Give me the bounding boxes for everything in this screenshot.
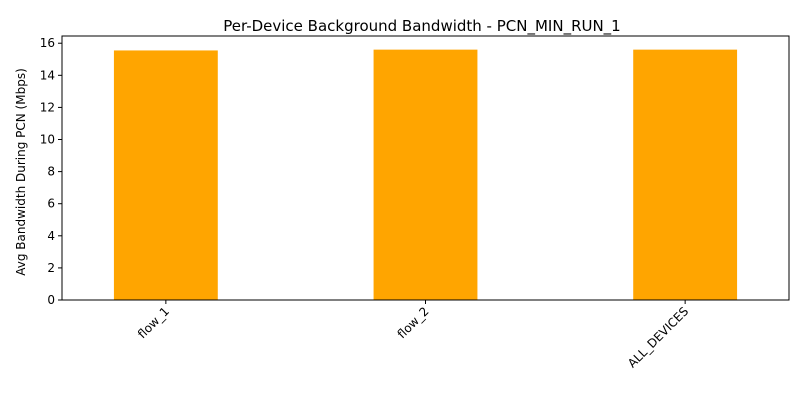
y-tick-label: 16 (40, 36, 55, 50)
chart-title: Per-Device Background Bandwidth - PCN_MI… (223, 17, 620, 36)
y-tick-label: 12 (40, 100, 55, 114)
y-tick-label: 6 (47, 197, 55, 211)
bars-group (113, 49, 738, 300)
y-tick-label: 4 (47, 229, 55, 243)
x-tick-label: ALL_DEVICES (625, 304, 691, 370)
y-tick-label: 8 (47, 165, 55, 179)
y-axis-ticks: 0 2 4 6 8 10 12 14 16 (40, 36, 62, 307)
y-axis-label: Avg Bandwidth During PCN (Mbps) (14, 68, 28, 276)
y-tick-label: 0 (47, 293, 55, 307)
bar-flow-1 (113, 50, 218, 300)
y-tick-label: 10 (40, 133, 55, 147)
bar-all-devices (633, 49, 738, 300)
y-tick-label: 2 (47, 261, 55, 275)
x-tick-label: flow_1 (135, 304, 172, 341)
plot-frame (61, 35, 790, 301)
y-tick-label: 14 (40, 68, 55, 82)
x-tick-label: flow_2 (395, 304, 432, 341)
x-axis-ticks: flow_1 flow_2 ALL_DEVICES (135, 300, 691, 371)
bar-flow-2 (373, 49, 478, 300)
